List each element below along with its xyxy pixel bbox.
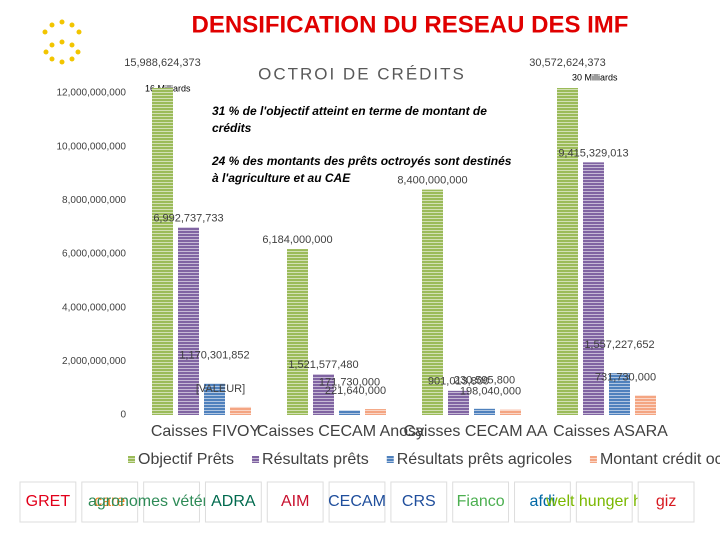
logo-text: afdi — [530, 493, 556, 510]
logo-text: CECAM — [328, 493, 386, 510]
data-label: 6,184,000,000 — [262, 234, 332, 246]
data-label: 15,988,624,373 — [124, 57, 200, 69]
annotation: 31 % de l'objectif atteint en terme de m… — [212, 104, 487, 135]
bar — [287, 249, 308, 415]
legend-label: Résultats prêts — [262, 451, 369, 468]
logo-text: GRET — [26, 493, 71, 510]
logo-box — [328, 481, 386, 523]
logo-box — [81, 481, 139, 523]
logo-text: ADRA — [211, 493, 256, 510]
data-label: 1,521,577,480 — [288, 359, 358, 371]
y-tick-label: 8,000,000,000 — [62, 195, 126, 206]
x-tick-label: Caisses ASARA — [553, 423, 668, 440]
data-label: 901,013,800 — [428, 376, 489, 388]
logo-box — [143, 481, 200, 523]
bar — [204, 383, 225, 415]
bar — [422, 189, 443, 415]
legend-label: Résultats prêts agricoles — [397, 451, 572, 468]
data-label: 9,415,329,013 — [558, 147, 628, 159]
x-tick-label: Caisses CECAM Anosy — [257, 423, 424, 440]
y-tick-label: 0 — [120, 410, 126, 421]
data-label: 30,572,624,373 — [529, 57, 605, 69]
bar — [313, 374, 334, 415]
data-label: 171,730,000 — [319, 376, 380, 388]
bar — [583, 162, 604, 415]
logo-text: CRS — [402, 493, 436, 510]
y-tick-label: 10,000,000,000 — [56, 141, 126, 152]
data-label: 198,040,000 — [460, 386, 521, 398]
x-tick-label: Caisses FIVOY — [151, 423, 261, 440]
legend-swatch — [128, 456, 135, 463]
logo-box — [637, 481, 695, 523]
legend-label: Montant crédit octroyé CAE — [600, 451, 720, 468]
logo-box — [19, 481, 77, 523]
data-label: 731,730,000 — [595, 371, 656, 383]
bar — [474, 408, 495, 415]
bar — [339, 410, 360, 415]
y-tick-label: 2,000,000,000 — [62, 356, 126, 367]
bar — [448, 390, 469, 415]
logo-box — [204, 481, 262, 523]
y-tick-label: 6,000,000,000 — [62, 249, 126, 260]
legend-swatch — [252, 456, 260, 463]
bar — [178, 227, 199, 415]
slide-title: DENSIFICATION DU RESEAU DES IMF — [192, 11, 629, 38]
data-label: 1,557,227,652 — [584, 339, 654, 351]
annotation: 24 % des montants des prêts octroyés son… — [211, 154, 512, 185]
data-label: 221,640,000 — [325, 385, 386, 397]
logo-text: care — [94, 493, 125, 510]
y-tick-label: 4,000,000,000 — [62, 302, 126, 313]
bar — [609, 373, 630, 415]
eu-flag — [42, 19, 82, 65]
bar — [500, 409, 521, 415]
annotation: 30 Milliards — [572, 72, 618, 82]
bar — [365, 409, 386, 415]
logo-box — [575, 481, 633, 523]
chart-title: OCTROI DE CRÉDITS — [258, 64, 466, 83]
bar — [557, 88, 578, 415]
logo-text: welt hunger hilfe — [545, 493, 663, 510]
bar — [635, 395, 656, 415]
logo-text: Fianco — [457, 493, 505, 510]
logo-box — [514, 481, 571, 523]
legend-swatch — [589, 456, 597, 463]
data-label: 8,400,000,000 — [397, 175, 467, 187]
bar — [152, 88, 173, 415]
data-label: 1,170,301,852 — [179, 350, 249, 362]
logo-box — [452, 481, 510, 523]
logo-text: AIM — [281, 493, 309, 510]
data-label: 230,595,800 — [454, 375, 515, 387]
data-label: [VALEUR] — [196, 383, 245, 395]
logo-box — [266, 481, 324, 523]
bar — [230, 406, 251, 415]
logo-text: giz — [656, 493, 676, 510]
legend-label: Objectif Prêts — [138, 451, 234, 468]
plot-area — [152, 88, 656, 415]
logo-box — [390, 481, 448, 523]
y-tick-label: 12,000,000,000 — [56, 88, 126, 99]
x-tick-label: Caisses CECAM AA — [403, 423, 547, 440]
legend-swatch — [386, 456, 394, 463]
data-label: 6,992,737,733 — [153, 212, 223, 224]
